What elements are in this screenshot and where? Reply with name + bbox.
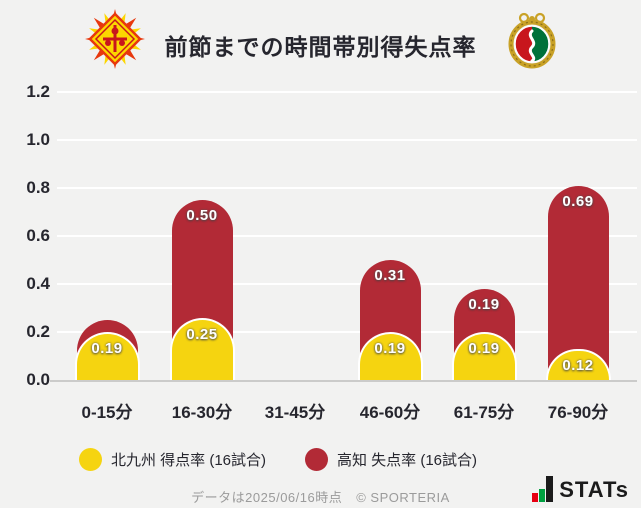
y-axis-tick-label: 0.8 <box>26 178 50 197</box>
data-date-note: データは2025/06/16時点 © SPORTERIA <box>0 487 641 506</box>
data-date-text: データは2025/06/16時点 <box>191 490 343 505</box>
y-axis-tick-label: 0.4 <box>26 274 50 293</box>
gridline <box>57 331 637 333</box>
legend-item-kitakyushu: 北九州 得点率 (16試合) <box>79 448 266 471</box>
copyright: © SPORTERIA <box>356 490 450 505</box>
bar-value-label-kitakyushu: 0.25 <box>186 326 218 343</box>
x-axis-label: 16-30分 <box>171 403 233 422</box>
legend-label: 高知 失点率 (16試合) <box>337 452 478 469</box>
gridline <box>57 283 637 285</box>
bar-value-label-kochi: 0.19 <box>468 296 500 313</box>
x-axis-label: 31-45分 <box>264 403 326 422</box>
bar-segment-kitakyushu <box>74 332 140 380</box>
bar-value-label-kitakyushu: 0.12 <box>562 357 594 374</box>
x-axis-label: 76-90分 <box>547 403 609 422</box>
legend-swatch-yellow <box>79 448 102 471</box>
bar-segment-kitakyushu <box>357 332 423 380</box>
gridline <box>57 91 637 93</box>
gridline <box>57 139 637 141</box>
y-axis-tick-label: 1.2 <box>26 82 50 101</box>
gridline <box>57 235 637 237</box>
y-axis-tick-label: 0.2 <box>26 322 50 341</box>
bar-value-label-kochi: 0.31 <box>374 267 406 284</box>
plot-area: 0.0 0.2 0.4 0.6 0.8 1.0 1.2 0-15分 16-30分 31-45分 46… <box>26 82 637 422</box>
x-axis-line <box>50 380 637 382</box>
x-axis-label: 0-15分 <box>81 403 133 422</box>
y-axis-tick-label: 0.0 <box>26 370 50 389</box>
x-axis-label: 61-75分 <box>453 403 515 422</box>
bar-value-label-kitakyushu: 0.19 <box>374 340 406 357</box>
legend: 北九州 得点率 (16試合) 高知 失点率 (16試合) <box>0 448 641 474</box>
kitakyushu-crest-icon <box>85 8 145 70</box>
page-title: 前節までの時間帯別得失点率 <box>164 34 477 60</box>
bar-segment-kitakyushu <box>169 318 235 380</box>
bar-value-label-kochi: 0.50 <box>186 207 218 224</box>
legend-swatch-red <box>305 448 328 471</box>
legend-label: 北九州 得点率 (16試合) <box>111 452 267 469</box>
kochi-crest-icon <box>506 11 558 69</box>
bar-value-label-kitakyushu: 0.19 <box>468 340 500 357</box>
y-axis-tick-label: 1.0 <box>26 130 50 149</box>
stats-logo: STATs <box>532 476 629 502</box>
legend-item-kochi: 高知 失点率 (16試合) <box>305 448 477 471</box>
x-axis-label: 46-60分 <box>359 403 421 422</box>
bar-segment-kochi <box>547 186 609 380</box>
bar-segment-kitakyushu <box>451 332 517 380</box>
stats-brand-text: STATs <box>559 477 629 502</box>
bar-chart-icon <box>532 476 554 502</box>
y-axis-tick-label: 0.6 <box>26 226 50 245</box>
bar-value-label-kochi: 0.69 <box>562 193 594 210</box>
bar-value-label-kitakyushu: 0.19 <box>91 340 123 357</box>
gridline <box>57 187 637 189</box>
